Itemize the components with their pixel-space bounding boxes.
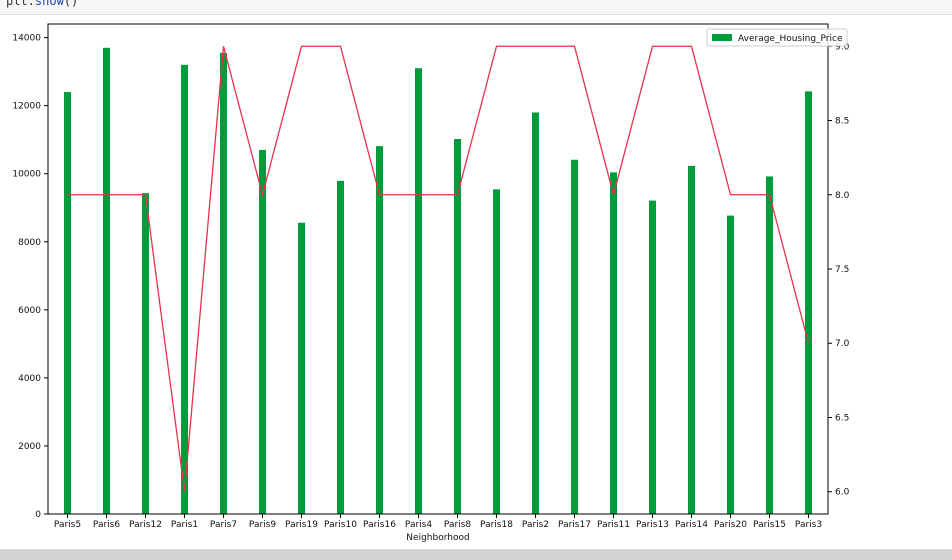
x-tick-label-Paris1: Paris1 [171,520,198,530]
x-tick-label-Paris12: Paris12 [129,520,162,530]
x-tick-label-Paris8: Paris8 [444,520,471,530]
bar-Paris3 [805,91,812,514]
bar-Paris17 [571,159,578,515]
left-tick-label: 6000 [18,306,41,316]
x-tick-label-Paris9: Paris9 [249,520,276,530]
right-tick-label: 6.0 [835,488,850,498]
x-tick-label-Paris19: Paris19 [285,520,318,530]
x-tick-label-Paris10: Paris10 [324,520,357,530]
bar-Paris10 [337,180,344,515]
bar-Paris11 [610,172,617,514]
x-axis-title: Neighborhood [406,533,469,543]
right-tick-label: 7.5 [835,265,849,275]
x-tick-label-Paris11: Paris11 [597,520,630,530]
bar-Paris14 [688,165,695,515]
x-tick-label-Paris13: Paris13 [636,520,669,530]
x-tick-label-Paris20: Paris20 [714,520,747,530]
x-tick-label-Paris5: Paris5 [54,520,81,530]
code-cell: plt.show() [0,0,952,15]
left-tick-label: 10000 [12,170,41,180]
right-tick-label: 8.0 [835,191,850,201]
horizontal-scrollbar[interactable] [0,549,952,560]
bar-Paris2 [532,112,539,514]
bar-Paris13 [649,200,656,514]
code-function: show [34,0,64,8]
left-tick-label: 2000 [18,442,41,452]
bar-Paris8 [454,139,461,514]
x-tick-label-Paris15: Paris15 [753,520,786,530]
right-tick-label: 8.5 [835,117,849,127]
code-suffix: () [63,0,79,8]
bar-Paris19 [298,222,305,514]
x-tick-label-Paris6: Paris6 [93,520,120,530]
bar-Paris4 [415,68,422,514]
legend-box [706,28,848,47]
bar-Paris9 [259,149,266,514]
right-tick-label: 7.0 [835,339,850,349]
code-prefix: plt. [6,0,35,8]
x-tick-label-Paris2: Paris2 [522,520,549,530]
bar-Paris15 [766,176,773,514]
left-tick-label: 14000 [12,34,41,44]
right-tick-label: 9.0 [835,42,850,52]
x-tick-label-Paris3: Paris3 [795,520,822,530]
code-line: plt.show() [6,0,78,8]
bar-Paris7 [220,52,227,514]
legend-swatch [712,34,732,41]
x-tick-label-Paris16: Paris16 [363,520,396,530]
x-tick-label-Paris18: Paris18 [480,520,513,530]
left-tick-label: 0 [35,510,41,520]
bar-Paris6 [103,47,110,514]
bar-Paris16 [376,146,383,514]
left-tick-label: 8000 [18,238,41,248]
bar-Paris12 [142,193,149,515]
secondary-series-line [67,45,810,492]
legend-label: Average_Housing_Price [738,34,843,44]
left-tick-label: 12000 [12,102,41,112]
x-tick-label-Paris17: Paris17 [558,520,591,530]
x-tick-label-Paris14: Paris14 [675,520,708,530]
plot-frame [47,23,829,515]
left-tick-label: 4000 [18,374,41,384]
bar-Paris5 [64,92,71,515]
bar-Paris20 [727,215,734,514]
x-tick-label-Paris4: Paris4 [405,520,432,530]
bar-Paris18 [493,189,500,514]
right-tick-label: 6.5 [835,413,849,423]
x-tick-label-Paris7: Paris7 [210,520,237,530]
bar-Paris1 [181,64,188,514]
